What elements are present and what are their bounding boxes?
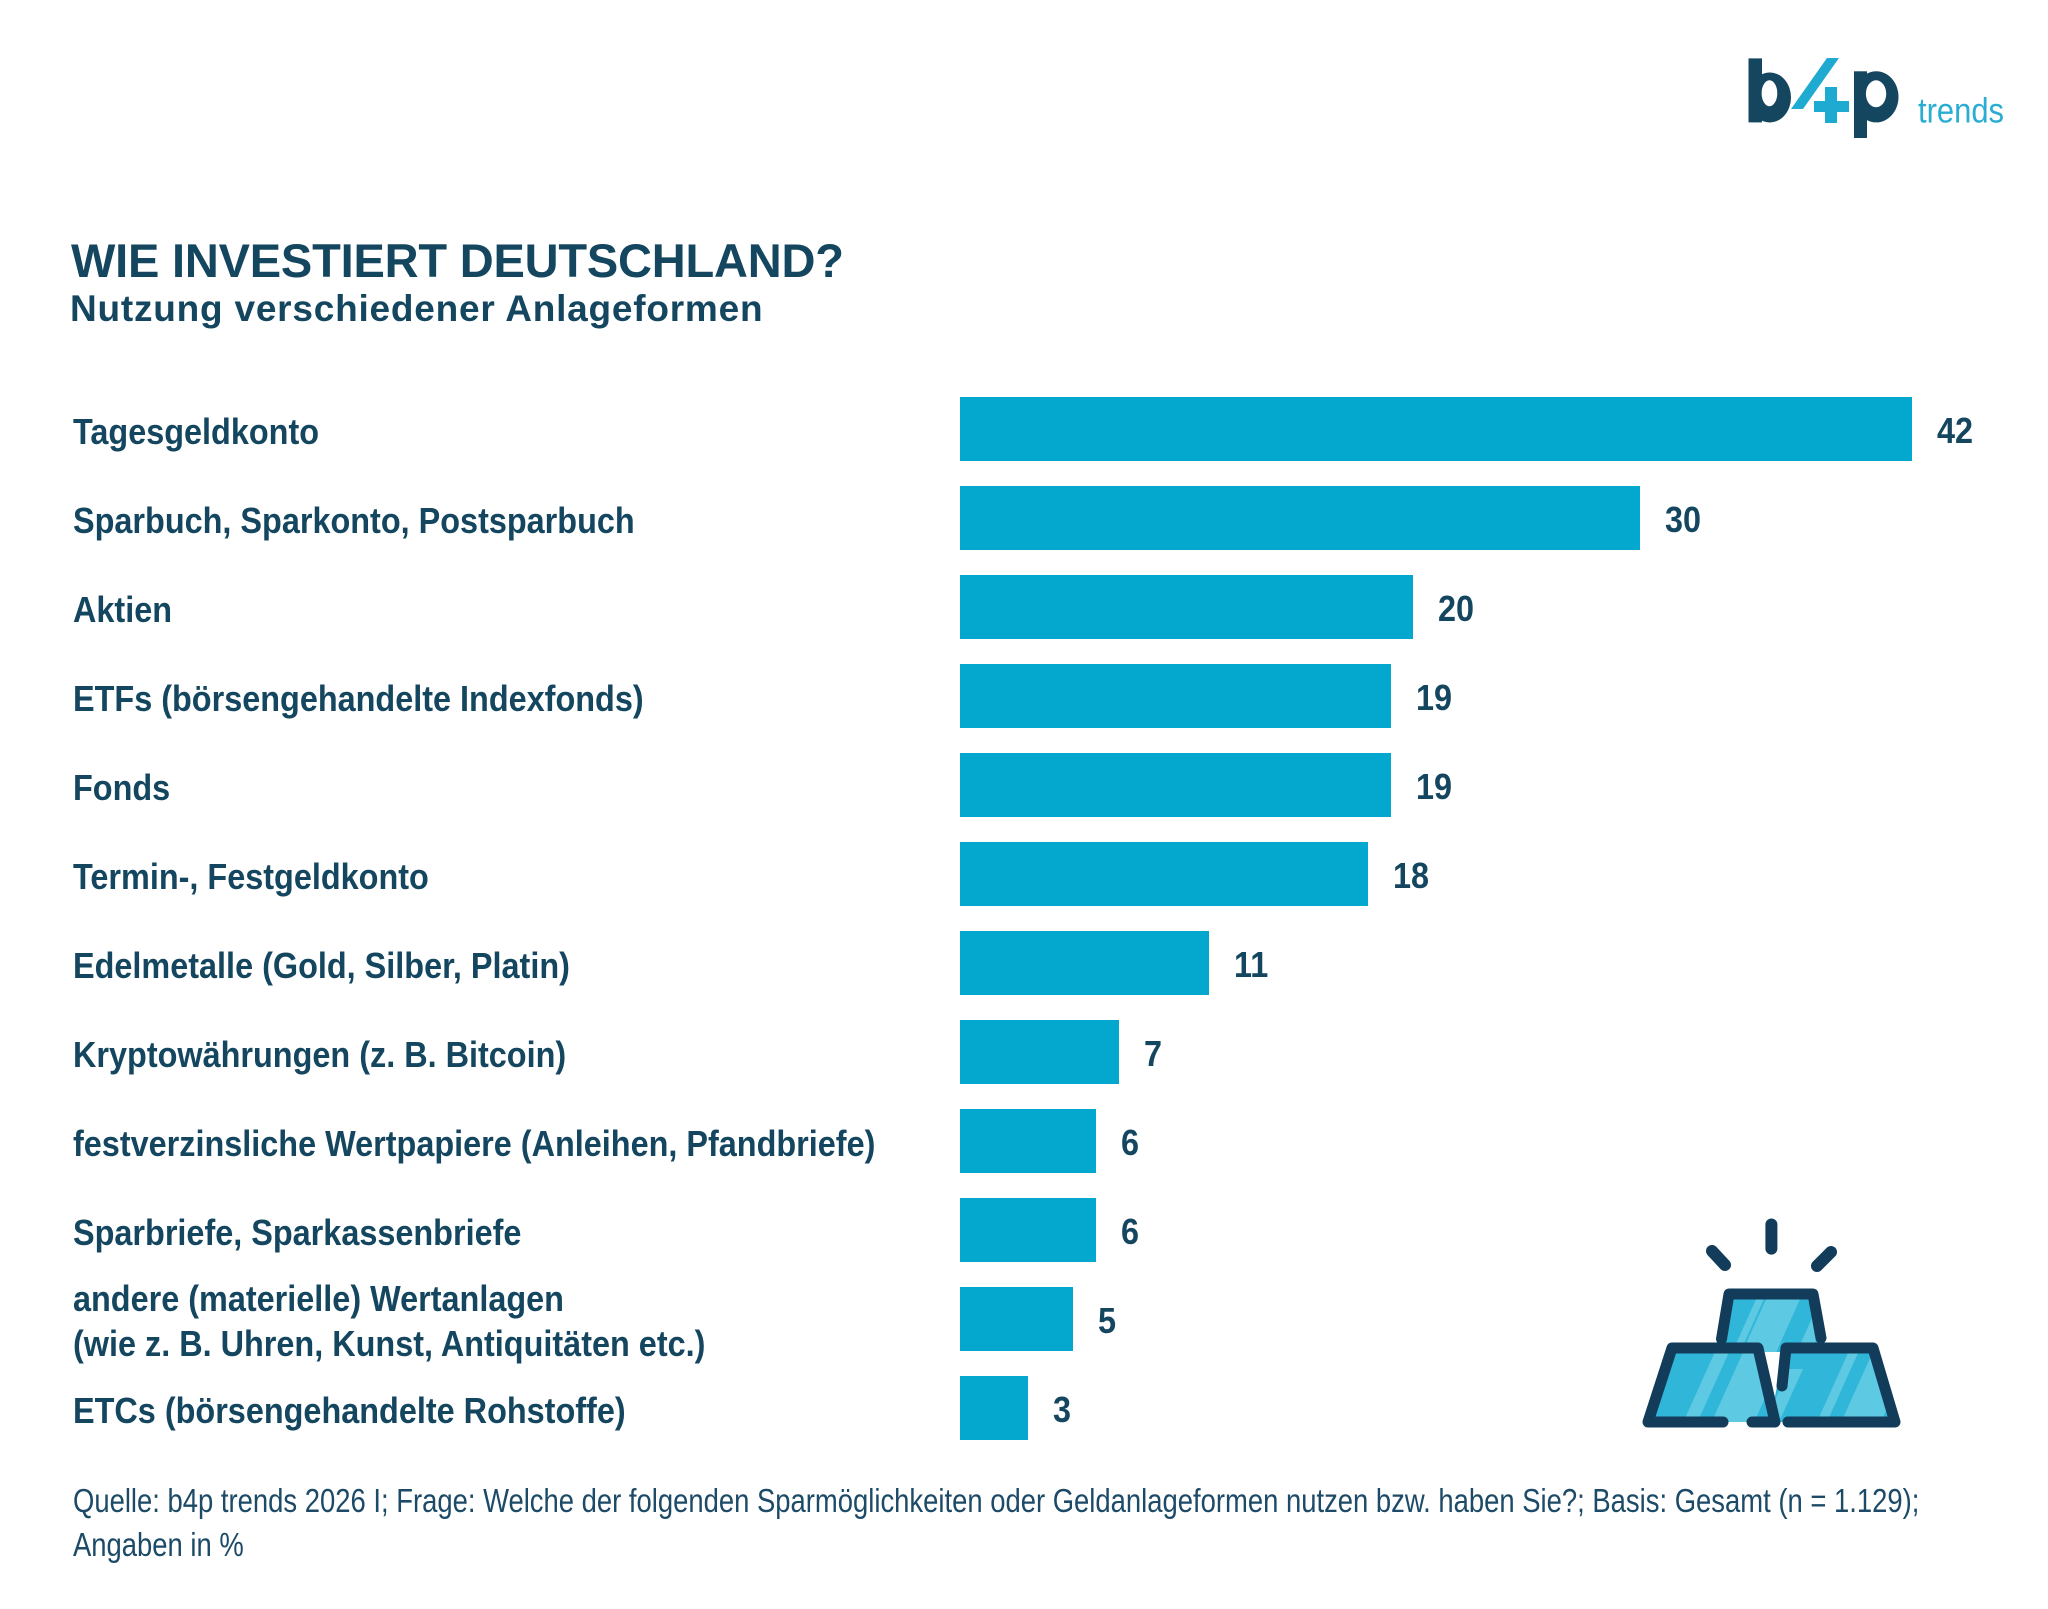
svg-text:trends: trends (1918, 92, 2004, 131)
